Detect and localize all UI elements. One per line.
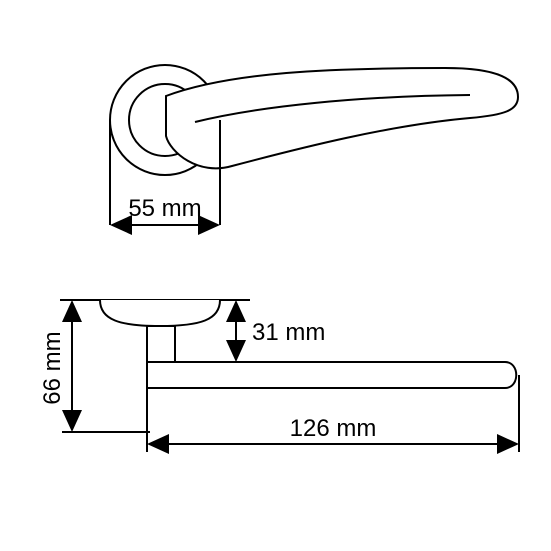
dim-55mm-label: 55 mm [128,195,201,222]
top-view: 55 mm [110,65,518,225]
spindle-neck [147,326,175,362]
dim-126mm-label: 126 mm [290,415,377,442]
rose-profile [100,300,220,326]
dim-66mm: 66 mm [39,302,72,430]
dimension-diagram: 55 mm 31 mm 66 mm 126 [0,0,551,551]
dim-66mm-label: 66 mm [39,331,66,404]
lever-handle-top [166,68,518,168]
side-view: 31 mm 66 mm 126 mm [39,300,519,452]
lever-bar [147,362,516,388]
dim-31mm-label: 31 mm [252,319,325,346]
